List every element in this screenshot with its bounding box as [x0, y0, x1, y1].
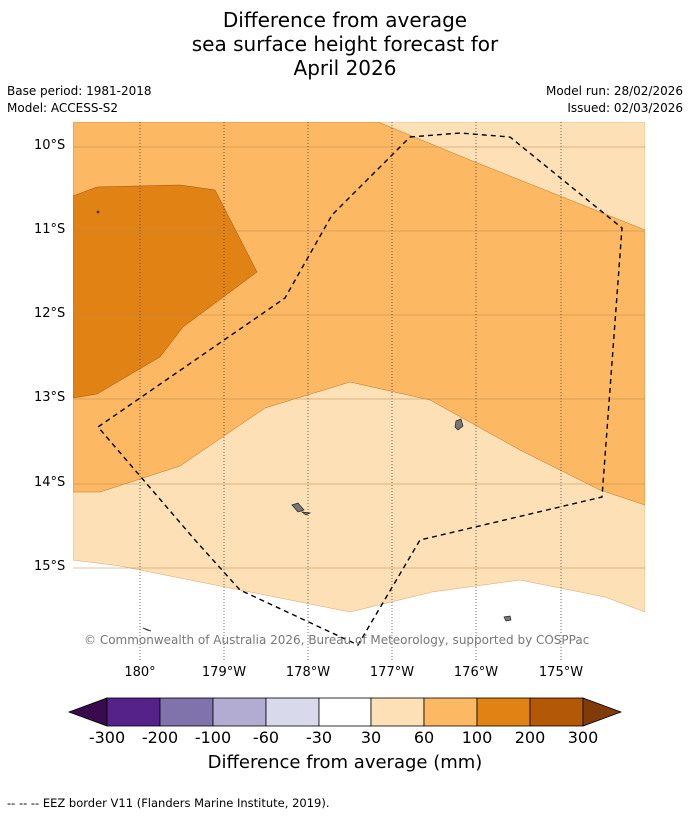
lon-label-178w: 178°W [285, 665, 331, 680]
map-title: Difference from average sea surface heig… [0, 8, 690, 80]
copyright-notice: © Commonwealth of Australia 2026, Bureau… [84, 633, 590, 647]
lat-label-10s: 10°S [34, 138, 66, 153]
colorbar-bin-9 [529, 697, 584, 727]
colorbar-bin-4 [265, 697, 320, 727]
colorbar-tick-3: -100 [194, 728, 232, 747]
lat-label-12s: 12°S [34, 306, 66, 321]
meta-left: Base period: 1981-2018 Model: ACCESS-S2 [7, 83, 152, 117]
colorbar-tick-4: -60 [252, 728, 280, 747]
island-north [454, 418, 464, 431]
lon-label-176w: 176°W [453, 665, 499, 680]
base-period: Base period: 1981-2018 [7, 84, 152, 98]
lat-gridlines [73, 146, 645, 569]
colorbar-tick-6: 30 [360, 728, 382, 747]
colorbar-tick-2: -200 [141, 728, 179, 747]
colorbar-tick-5: -30 [305, 728, 333, 747]
lon-label-179w: 179°W [201, 665, 247, 680]
island-south-west [142, 627, 152, 632]
colorbar-bin-6 [370, 697, 425, 727]
title-line-3: April 2026 [293, 56, 397, 80]
lat-label-14s: 14°S [34, 475, 66, 490]
colorbar-title: Difference from average (mm) [207, 752, 483, 773]
colorbar-tick-1: -300 [88, 728, 126, 747]
lon-label-175w: 175°W [538, 665, 584, 680]
colorbar-bin-1 [106, 697, 161, 727]
colorbar-bin-3 [212, 697, 267, 727]
lat-label-15s: 15°S [34, 559, 66, 574]
eez-border [96, 132, 623, 646]
colorbar-bin-7 [423, 697, 478, 727]
lat-label-11s: 11°S [34, 222, 66, 237]
colorbar [67, 697, 623, 727]
issued-date: Issued: 02/03/2026 [567, 101, 683, 115]
colorbar-bin-8 [476, 697, 531, 727]
lat-label-13s: 13°S [34, 390, 66, 405]
island-west-1 [291, 502, 305, 513]
meta-right: Model run: 28/02/2026 Issued: 02/03/2026 [546, 83, 683, 117]
model-run: Model run: 28/02/2026 [545, 84, 683, 98]
lon-label-180: 180° [124, 665, 156, 680]
lon-label-177w: 177°W [369, 665, 415, 680]
title-line-2: sea surface height forecast for [191, 32, 499, 56]
colorbar-tick-7: 60 [413, 728, 435, 747]
colorbar-tick-10: 300 [567, 728, 599, 747]
model-name: Model: ACCESS-S2 [7, 101, 119, 115]
colorbar-extend-min [67, 697, 108, 727]
island-west-2 [300, 511, 312, 516]
colorbar-extend-max [582, 697, 623, 727]
island-tiny [96, 210, 100, 214]
island-south-east [503, 615, 512, 622]
eez-legend-footer: -- -- -- EEZ border V11 (Flanders Marine… [7, 796, 330, 810]
colorbar-bin-2 [159, 697, 214, 727]
colorbar-bin-5 [318, 697, 372, 727]
title-line-1: Difference from average [222, 8, 468, 32]
anomaly-region-100-200 [73, 184, 258, 399]
colorbar-tick-8: 100 [461, 728, 493, 747]
map-plot-area [73, 122, 645, 660]
islands [96, 210, 512, 632]
colorbar-tick-9: 200 [514, 728, 546, 747]
